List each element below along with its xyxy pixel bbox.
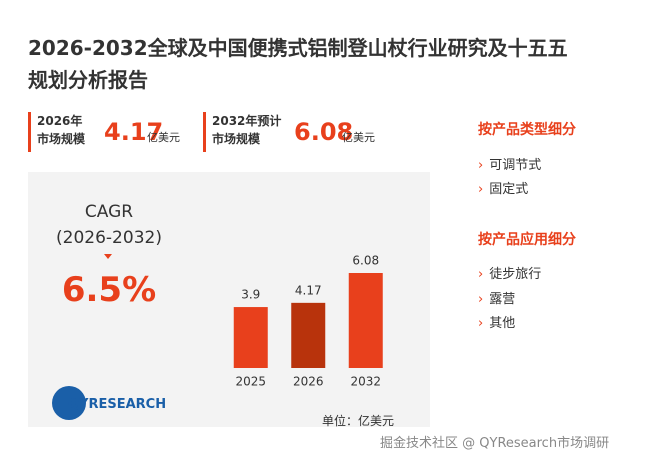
value-label: 4.17 <box>295 283 322 297</box>
bar <box>348 273 383 368</box>
x-tick-label: 2032 <box>350 375 381 389</box>
cagr-period: (2026-2032) <box>56 228 162 248</box>
x-tick-label: 2026 <box>293 375 324 389</box>
stat-unit: 亿美元 <box>342 131 375 144</box>
stat-value: 6.08 <box>294 118 354 146</box>
stat-unit: 亿美元 <box>147 131 180 144</box>
segment-item: 徒步旅行 <box>478 263 541 282</box>
stat-label: 2026年 <box>37 114 83 128</box>
title: 规划分析报告 <box>28 68 148 92</box>
stat-label: 2032年预计 <box>212 114 282 128</box>
stat-box: 2032年预计 市场规模 <box>203 112 281 152</box>
segment-item: 露营 <box>478 288 515 307</box>
stat-label: 市场规模 <box>37 132 86 146</box>
value-label: 3.9 <box>241 288 260 302</box>
bar <box>291 302 326 368</box>
segment-item: 其他 <box>478 312 515 331</box>
cagr-value: 6.5% <box>61 270 157 310</box>
stat-value: 4.17 <box>104 118 164 146</box>
arrow <box>104 254 112 259</box>
value-label: 6.08 <box>352 254 379 268</box>
footer: 掘金技术社区 @ QYResearch市场调研 <box>380 436 610 451</box>
x-tick-label: 2025 <box>235 375 266 389</box>
cagr-label: CAGR <box>84 202 134 222</box>
segment-item: 可调节式 <box>478 154 541 173</box>
stat-label: 市场规模 <box>212 132 261 146</box>
title: 2026-2032全球及中国便携式铝制登山杖行业研究及十五五 <box>28 36 568 60</box>
unit-note: 单位：亿美元 <box>322 414 395 428</box>
logo: QYRESEARCH <box>68 397 167 412</box>
segment-title: 按产品类型细分 <box>478 122 576 138</box>
logo-icon <box>52 386 86 420</box>
stat-box: 2026年 市场规模 <box>28 112 85 152</box>
segment-item: 固定式 <box>478 178 528 197</box>
bar <box>233 307 268 368</box>
segment-title: 按产品应用细分 <box>478 232 576 248</box>
